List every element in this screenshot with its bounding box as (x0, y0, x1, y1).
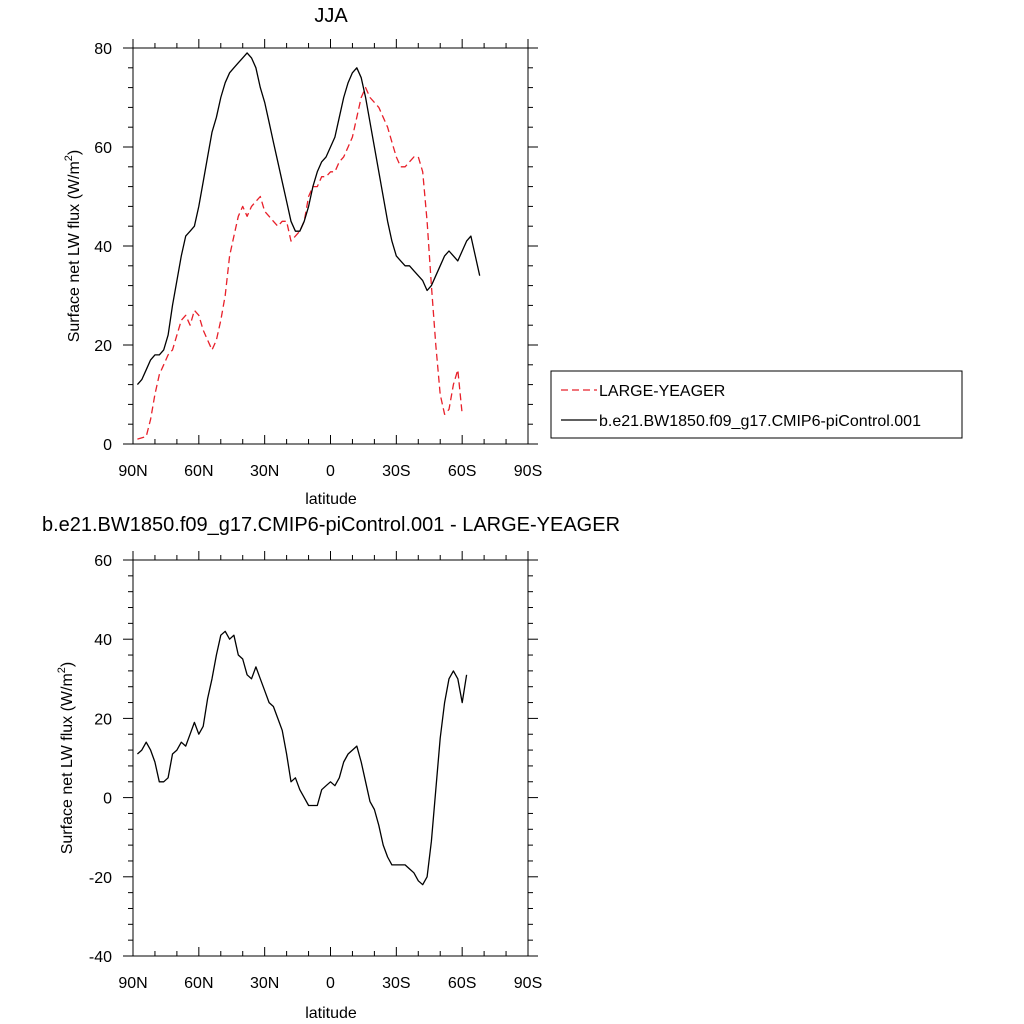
legend-label-large-yeager: LARGE-YEAGER (599, 383, 725, 400)
y-tick-label: 20 (94, 338, 112, 355)
top-panel: JJA 90N 60N 30N 0 30S 60S 90S 0 20 40 60 80 latitu… (63, 5, 963, 508)
y-tick-label: 60 (94, 553, 112, 570)
top-y-axis-label: Surface net LW flux (W/m2) (63, 150, 83, 343)
y-tick-label: 40 (94, 632, 112, 649)
bottom-ticks (123, 551, 538, 957)
top-y-axis-label-end: ) (66, 150, 83, 155)
x-tick-label: 60N (184, 463, 213, 480)
bottom-x-axis-label: latitude (305, 1005, 357, 1022)
bottom-y-tick-labels: -40 -20 0 20 40 60 (89, 553, 112, 966)
legend-box (550, 370, 963, 439)
x-tick-label: 30S (382, 463, 410, 480)
top-y-axis-label-main: Surface net LW flux (W/m (66, 161, 83, 342)
bottom-y-axis-label-main: Surface net LW flux (W/m (59, 673, 76, 854)
series-line-difference (136, 630, 468, 886)
bottom-series-lines (136, 630, 468, 886)
x-tick-label: 90S (514, 463, 542, 480)
y-tick-label: -20 (89, 870, 112, 887)
bottom-y-axis-label-end: ) (59, 662, 76, 667)
bottom-x-tick-labels: 90N 60N 30N 0 30S 60S 90S (118, 975, 542, 992)
x-tick-label: 90N (118, 463, 147, 480)
x-tick-label: 60S (448, 463, 476, 480)
top-y-axis-label-sup: 2 (63, 155, 75, 161)
bottom-y-axis-label-sup: 2 (56, 667, 68, 673)
legend-label-picontrol: b.e21.BW1850.f09_g17.CMIP6-piControl.001 (599, 413, 921, 430)
top-chart-title: JJA (314, 5, 348, 27)
top-series-lines (136, 52, 481, 440)
y-tick-label: 0 (103, 791, 112, 808)
y-tick-label: 60 (94, 140, 112, 157)
y-tick-label: 80 (94, 41, 112, 58)
x-tick-label: 0 (326, 463, 335, 480)
y-tick-label: -40 (89, 949, 112, 966)
x-tick-label: 90S (514, 975, 542, 992)
x-tick-label: 30N (250, 975, 279, 992)
x-tick-label: 30N (250, 463, 279, 480)
y-tick-label: 0 (103, 437, 112, 454)
bottom-y-axis-label: Surface net LW flux (W/m2) (56, 662, 76, 855)
series-line-b-e21-bw1850-f09-g17-cmip6-picontrol-001 (136, 52, 481, 386)
top-x-axis-label: latitude (305, 491, 357, 508)
top-plot-frame (132, 47, 529, 445)
x-tick-label: 60S (448, 975, 476, 992)
series-line-large-yeager (137, 86, 463, 440)
top-ticks (123, 39, 538, 445)
top-x-tick-labels: 90N 60N 30N 0 30S 60S 90S (118, 463, 542, 480)
legend: LARGE-YEAGER b.e21.BW1850.f09_g17.CMIP6-… (550, 370, 963, 439)
y-tick-label: 20 (94, 711, 112, 728)
x-tick-label: 30S (382, 975, 410, 992)
bottom-panel: b.e21.BW1850.f09_g17.CMIP6-piControl.001… (42, 514, 620, 1022)
bottom-plot-frame (132, 559, 529, 957)
x-tick-label: 90N (118, 975, 147, 992)
x-tick-label: 60N (184, 975, 213, 992)
bottom-chart-title: b.e21.BW1850.f09_g17.CMIP6-piControl.001… (42, 514, 620, 536)
top-y-tick-labels: 0 20 40 60 80 (94, 41, 112, 454)
y-tick-label: 40 (94, 239, 112, 256)
x-tick-label: 0 (326, 975, 335, 992)
